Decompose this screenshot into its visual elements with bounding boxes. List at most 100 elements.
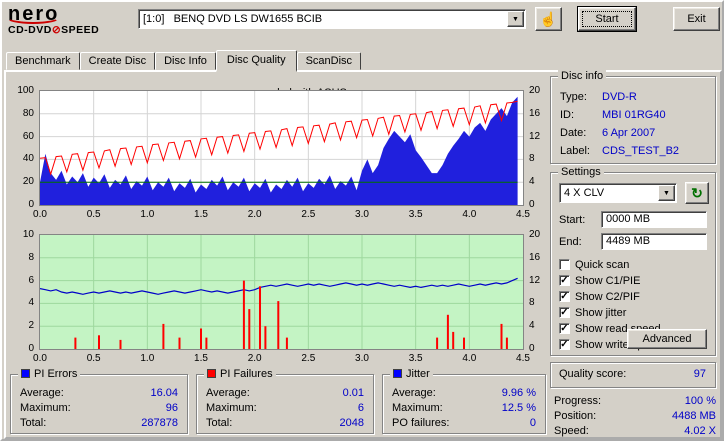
info-row: Progress: 100 % [554, 394, 716, 409]
pi-failures-jitter-chart: 0 2 4 6 8 10 0 4 8 12 16 20 0.0 0.5 1.0 1.5 2.0 2.5 3.0 3… [12, 229, 548, 366]
pi-errors-chart: 0 20 40 60 80 100 0 4 8 12 16 20 0.0 0.5 1.0 1.5 2.0 2.… [12, 85, 548, 222]
checkbox-show-c1-pie[interactable]: ✓ Show C1/PIE [559, 273, 711, 288]
show-jitter-checkbox-box[interactable]: ✓ [559, 307, 570, 318]
pi-failures-stats-rows: Average: 0.01 Maximum: 6 Total: 2048 [206, 386, 364, 431]
tick-label: 16 [529, 251, 541, 263]
start-position-label: Start: [559, 214, 586, 226]
tick-label: 3.5 [408, 209, 423, 220]
row-label: Speed: [554, 425, 589, 437]
advanced-button[interactable]: Advanced [627, 329, 707, 349]
disc-quality-panel: recorded with ASUS DRW-1814BLT v1.10 020… [4, 70, 722, 439]
tick-label: 4 [529, 176, 535, 188]
show-c1-pie-checkbox-box[interactable]: ✓ [559, 275, 570, 286]
tab-create-disc[interactable]: Create Disc [79, 52, 156, 70]
tick-label: 0.5 [86, 209, 101, 220]
jitter-stats-title: Jitter [406, 368, 430, 380]
eject-tray-button[interactable]: ☝ [535, 7, 562, 31]
tick-label: 20 [529, 229, 541, 240]
quick-scan-checkbox-box[interactable] [559, 259, 570, 270]
exit-button[interactable]: Exit [673, 7, 720, 31]
pi-errors-plot [39, 90, 524, 206]
checkbox-show-jitter[interactable]: ✓ Show jitter [559, 305, 711, 320]
drive-select-value: [1:0] BENQ DVD LS DW1655 BCIB [143, 13, 323, 25]
row-label: Average: [392, 387, 436, 399]
tick-label: 8 [529, 153, 535, 165]
start-position-field[interactable]: 0000 MB [601, 211, 707, 228]
pi-failures-legend-icon [207, 369, 216, 378]
drive-select[interactable]: [1:0] BENQ DVD LS DW1655 BCIB ▼ [138, 9, 526, 29]
pi-errors-stats-group: PI Errors Average: 16.04 Maximum: 96 Total: 2… [10, 368, 188, 434]
quality-score-label: Quality score: [559, 368, 627, 380]
drive-select-dropdown-button[interactable]: ▼ [507, 11, 524, 27]
tick-label: 0.5 [86, 353, 101, 364]
tick-label: 12 [529, 274, 541, 286]
scan-speed-select[interactable]: 4 X CLV ▼ [559, 183, 677, 203]
pi-errors-legend-icon [21, 369, 30, 378]
row-label: Total: [206, 417, 233, 429]
tab-disc-quality[interactable]: Disc Quality [215, 50, 297, 72]
show-read-speed-checkbox-box[interactable]: ✓ [559, 323, 570, 334]
row-label: Progress: [554, 395, 602, 407]
checkbox-quick-scan[interactable]: Quick scan [559, 257, 711, 272]
info-row: Average: 16.04 [20, 386, 178, 401]
disc-info-group: Disc info Type: DVD-R ID: MBI 01RG40 Date: 6 … [550, 70, 716, 164]
row-value: 9.96 % [501, 387, 536, 399]
progress-info: Progress: 100 % Position: 4488 MB Speed: 4.02… [554, 394, 716, 439]
tab-disc-info[interactable]: Disc Info [155, 52, 216, 70]
checkbox-label: Show C2/PIF [575, 290, 640, 303]
progress-rows: Progress: 100 % Position: 4488 MB Speed: 4.02… [554, 394, 716, 439]
tick-label: 1.0 [140, 353, 155, 364]
pi-errors-x-axis: 0.0 0.5 1.0 1.5 2.0 2.5 3.0 3.5 4.0 4.5 [33, 209, 530, 221]
chevron-down-icon: ▼ [512, 15, 519, 23]
info-row: Type: DVD-R [560, 88, 706, 106]
quality-score-group: Quality score: 97 [550, 362, 716, 388]
tick-label: 3.0 [355, 209, 369, 220]
tick-label: 16 [529, 107, 541, 119]
refresh-icon: ↻ [691, 184, 703, 201]
row-value: 4.02 X [684, 425, 716, 437]
show-c2-pif-checkbox-box[interactable]: ✓ [559, 291, 570, 302]
start-button[interactable]: Start [578, 7, 636, 31]
tick-label: 8 [529, 297, 535, 309]
advanced-button-label: Advanced [642, 333, 692, 345]
end-position-field[interactable]: 4489 MB [601, 233, 707, 250]
refresh-button[interactable]: ↻ [685, 182, 709, 204]
row-value: MBI 01RG40 [602, 109, 666, 121]
product-name-left: CD-DVD [8, 24, 52, 36]
show-write-speed-checkbox-box[interactable]: ✓ [559, 339, 570, 350]
row-label: Average: [20, 387, 64, 399]
tab-bar: Benchmark Create Disc Disc Info Disc Qualit… [6, 49, 362, 72]
info-row: Maximum: 6 [206, 401, 364, 416]
jitter-legend-icon [393, 369, 402, 378]
row-label: Average: [206, 387, 250, 399]
tick-label: 0 [529, 343, 535, 354]
tick-label: 0 [529, 199, 535, 210]
checkbox-label: Show jitter [575, 306, 627, 319]
scan-speed-dropdown-button[interactable]: ▼ [658, 185, 675, 201]
pi-failures-left-axis: 0 2 4 6 8 10 [12, 229, 37, 354]
tab-benchmark[interactable]: Benchmark [6, 52, 80, 70]
pi-failures-stats-group: PI Failures Average: 0.01 Maximum: 6 Total: 2… [196, 368, 374, 434]
quality-score-value: 97 [693, 368, 706, 380]
checkbox-show-c2-pif[interactable]: ✓ Show C2/PIF [559, 289, 711, 304]
pi-failures-stats-title: PI Failures [220, 368, 273, 380]
jitter-stats-group: Jitter Average: 9.96 % Maximum: 12.5 % PO fa… [382, 368, 546, 434]
tick-label: 20 [22, 176, 34, 188]
end-position-label: End: [559, 236, 582, 248]
tick-label: 1.0 [140, 209, 155, 220]
scan-speed-value: 4 X CLV [564, 187, 605, 199]
tab-scandisc[interactable]: ScanDisc [296, 52, 362, 70]
row-label: Total: [20, 417, 47, 429]
tick-label: 4 [529, 320, 535, 332]
tick-label: 4.0 [462, 353, 477, 364]
tick-label: 100 [17, 85, 34, 96]
nero-swoosh-icon [6, 11, 60, 24]
settings-group: Settings 4 X CLV ▼ ↻ Start: 0000 MB End:… [550, 166, 716, 356]
info-row: Total: 2048 [206, 416, 364, 431]
pi-errors-stats-rows: Average: 16.04 Maximum: 96 Total: 287878 [20, 386, 178, 431]
tick-label: 3.5 [408, 353, 423, 364]
row-value: 2048 [339, 417, 364, 429]
row-label: PO failures: [392, 417, 450, 429]
tick-label: 4.0 [462, 209, 477, 220]
